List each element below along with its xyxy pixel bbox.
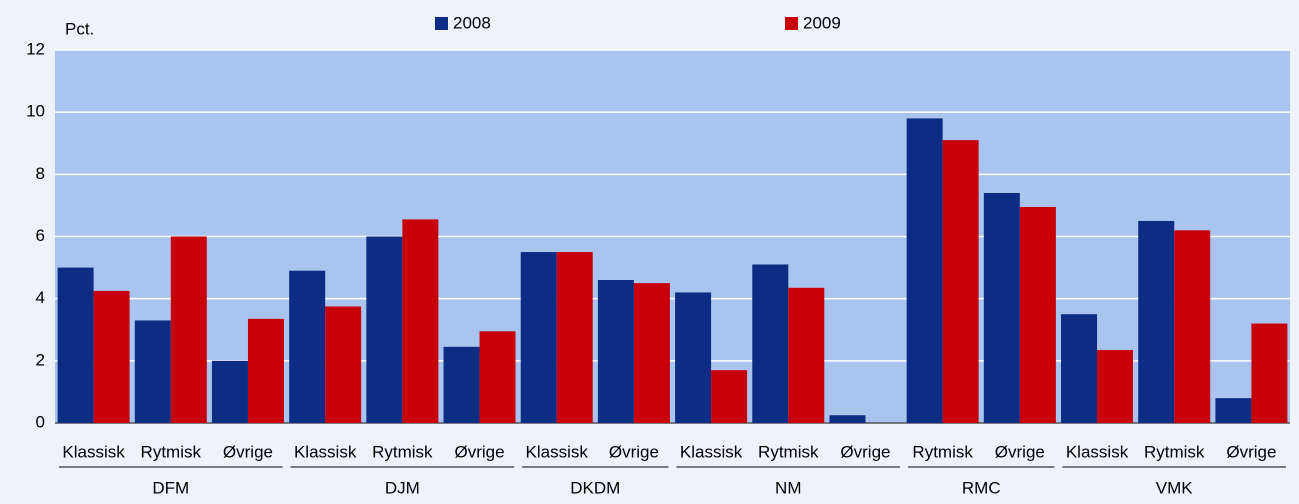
x-tick-label: Øvrige: [223, 442, 273, 461]
bar: [366, 236, 403, 423]
bar: [170, 236, 207, 423]
bar: [597, 280, 634, 423]
group-label: VMK: [1156, 478, 1194, 497]
x-tick-label: Klassisk: [680, 442, 743, 461]
bar: [983, 192, 1020, 423]
bar: [289, 270, 326, 423]
x-tick-label: Klassisk: [62, 442, 125, 461]
x-tick-label: Klassisk: [294, 442, 357, 461]
x-tick-label: Klassisk: [526, 442, 589, 461]
bar: [1019, 206, 1056, 423]
group-label: RMC: [962, 478, 1001, 497]
bar: [1251, 323, 1288, 423]
bar: [633, 283, 670, 423]
group-label: DJM: [385, 478, 420, 497]
legend-label: 2008: [453, 13, 491, 32]
group-label: DFM: [152, 478, 189, 497]
x-tick-label: Rytmisk: [141, 442, 202, 461]
bar: [1215, 398, 1252, 423]
bar: [1097, 349, 1134, 423]
bar: [1061, 314, 1098, 423]
group-label: DKDM: [570, 478, 620, 497]
bar: [942, 140, 979, 423]
bar: [906, 118, 943, 423]
bar: [93, 290, 130, 423]
y-tick-label: 6: [36, 226, 45, 245]
bar: [788, 287, 825, 423]
bar: [247, 318, 284, 423]
bar: [752, 264, 789, 423]
y-tick-label: 12: [26, 39, 45, 58]
x-tick-label: Rytmisk: [758, 442, 819, 461]
legend-label: 2009: [803, 13, 841, 32]
bar: [675, 292, 712, 423]
y-tick-label: 2: [36, 350, 45, 369]
x-tick-label: Øvrige: [840, 442, 890, 461]
bar: [829, 415, 866, 423]
x-tick-label: Øvrige: [609, 442, 659, 461]
y-tick-label: 4: [36, 288, 45, 307]
bar: [1138, 220, 1175, 423]
y-tick-label: 8: [36, 164, 45, 183]
y-tick-label: 0: [36, 412, 45, 431]
bar: [1174, 230, 1211, 423]
bar: [520, 252, 557, 423]
y-tick-label: 10: [26, 102, 45, 121]
legend-swatch: [435, 17, 448, 30]
x-tick-label: Rytmisk: [372, 442, 433, 461]
x-tick-label: Rytmisk: [1144, 442, 1205, 461]
bar: [134, 320, 171, 423]
bar: [325, 306, 362, 423]
legend-swatch: [785, 17, 798, 30]
x-tick-label: Klassisk: [1066, 442, 1129, 461]
bar: [443, 346, 480, 423]
bar: [711, 370, 748, 423]
x-tick-label: Øvrige: [1226, 442, 1276, 461]
x-tick-label: Øvrige: [995, 442, 1045, 461]
y-axis-label: Pct.: [65, 19, 94, 38]
bar: [556, 252, 593, 423]
bar: [402, 219, 439, 423]
bar: [211, 360, 248, 423]
bar: [479, 331, 516, 423]
x-tick-label: Øvrige: [454, 442, 504, 461]
group-label: NM: [775, 478, 801, 497]
bar: [57, 267, 94, 423]
x-tick-label: Rytmisk: [912, 442, 973, 461]
